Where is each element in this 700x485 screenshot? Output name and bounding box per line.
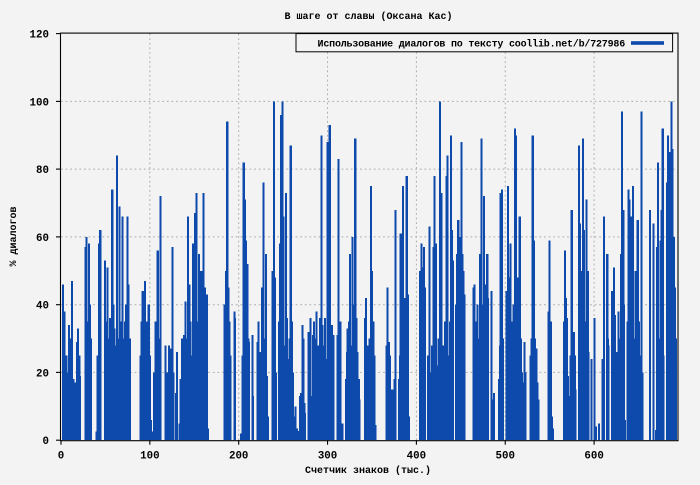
svg-text:100: 100: [140, 451, 159, 463]
svg-text:% диалогов: % диалогов: [9, 206, 20, 266]
svg-text:60: 60: [36, 233, 49, 245]
svg-text:200: 200: [229, 451, 248, 463]
svg-text:500: 500: [496, 451, 515, 463]
svg-text:Счетчик знаков (тыс.): Счетчик знаков (тыс.): [305, 465, 431, 477]
svg-text:300: 300: [318, 451, 337, 463]
svg-text:0: 0: [58, 451, 64, 463]
svg-text:40: 40: [36, 301, 49, 313]
svg-text:600: 600: [584, 451, 603, 463]
svg-text:0: 0: [43, 436, 49, 448]
svg-text:В шаге от славы (Оксана Кас): В шаге от славы (Оксана Кас): [284, 11, 452, 23]
svg-text:80: 80: [36, 165, 49, 177]
svg-text:20: 20: [36, 368, 49, 380]
svg-text:Использование диалогов по текс: Использование диалогов по тексту coollib…: [318, 39, 626, 51]
svg-text:400: 400: [407, 451, 426, 463]
svg-text:120: 120: [30, 30, 49, 42]
svg-text:100: 100: [30, 97, 49, 109]
